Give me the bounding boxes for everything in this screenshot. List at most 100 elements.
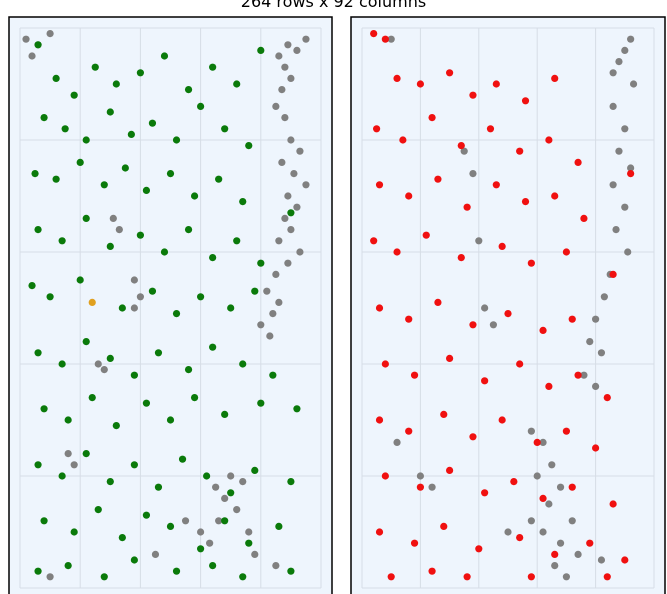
scatter-point bbox=[34, 349, 42, 357]
scatter-point bbox=[46, 30, 54, 38]
scatter-point bbox=[521, 97, 530, 105]
scatter-point bbox=[209, 343, 217, 351]
scatter-point bbox=[178, 455, 187, 463]
scatter-point bbox=[548, 461, 556, 469]
scatter-point bbox=[130, 304, 138, 312]
scatter-point bbox=[568, 517, 576, 525]
scatter-point bbox=[416, 80, 424, 88]
scatter-point bbox=[76, 158, 84, 166]
scatter-point bbox=[281, 63, 289, 71]
scatter-point bbox=[121, 164, 129, 172]
scatter-point bbox=[574, 371, 582, 379]
scatter-point bbox=[545, 382, 553, 390]
scatter-point bbox=[498, 242, 506, 250]
scatter-point bbox=[88, 298, 96, 306]
scatter-point bbox=[373, 125, 381, 133]
scatter-point bbox=[545, 136, 553, 144]
scatter-point bbox=[112, 80, 120, 88]
scatter-point bbox=[221, 125, 229, 133]
scatter-point bbox=[272, 562, 280, 570]
scatter-point bbox=[551, 550, 559, 559]
scatter-point bbox=[64, 450, 72, 458]
scatter-point bbox=[127, 130, 135, 138]
scatter-point bbox=[545, 500, 553, 508]
scatter-point bbox=[94, 506, 102, 514]
scatter-point bbox=[28, 52, 36, 60]
scatter-point bbox=[597, 349, 606, 357]
scatter-point bbox=[416, 483, 424, 491]
scatter-point bbox=[227, 489, 235, 497]
scatter-point bbox=[172, 136, 181, 144]
scatter-point bbox=[239, 360, 247, 368]
scatter-point bbox=[551, 192, 559, 200]
scatter-point bbox=[40, 405, 48, 413]
scatter-point bbox=[469, 91, 477, 99]
scatter-point bbox=[568, 483, 576, 491]
scatter-point bbox=[387, 573, 395, 581]
scatter-point bbox=[621, 125, 629, 133]
scatter-point bbox=[446, 354, 454, 362]
scatter-point bbox=[296, 147, 304, 155]
scatter-point bbox=[257, 259, 265, 267]
scatter-point bbox=[492, 181, 500, 189]
scatter-point bbox=[257, 46, 265, 54]
scatter-point bbox=[284, 192, 292, 200]
scatter-point bbox=[40, 517, 48, 525]
scatter-point bbox=[172, 567, 181, 575]
scatter-point bbox=[592, 315, 600, 323]
scatter-point bbox=[46, 573, 54, 581]
scatter-point bbox=[609, 500, 617, 508]
scatter-point bbox=[592, 444, 600, 452]
scatter-point bbox=[370, 30, 378, 38]
scatter-point bbox=[287, 478, 295, 486]
scatter-point bbox=[190, 192, 199, 200]
scatter-point bbox=[58, 472, 66, 480]
scatter-point bbox=[446, 466, 454, 474]
scatter-point bbox=[504, 528, 512, 536]
scatter-point bbox=[257, 399, 265, 407]
scatter-point bbox=[463, 573, 471, 581]
scatter-point bbox=[387, 35, 395, 43]
scatter-point bbox=[76, 276, 84, 284]
scatter-point bbox=[281, 214, 289, 222]
scatter-point bbox=[160, 52, 169, 60]
scatter-point bbox=[428, 483, 436, 491]
scatter-point bbox=[609, 270, 617, 278]
scatter-point bbox=[627, 170, 635, 178]
scatter-point bbox=[233, 506, 241, 514]
scatter-point bbox=[486, 125, 495, 133]
scatter-point bbox=[197, 545, 205, 553]
scatter-point bbox=[34, 41, 42, 49]
scatter-point bbox=[609, 69, 617, 77]
scatter-point bbox=[58, 237, 66, 245]
scatter-point bbox=[148, 119, 157, 127]
scatter-point bbox=[22, 35, 30, 43]
scatter-point bbox=[64, 562, 72, 570]
scatter-point bbox=[290, 170, 298, 178]
scatter-point bbox=[130, 276, 138, 284]
scatter-point bbox=[516, 360, 524, 368]
scatter-point bbox=[381, 472, 389, 480]
scatter-point bbox=[580, 371, 588, 379]
scatter-point bbox=[375, 416, 384, 424]
scatter-point bbox=[130, 371, 138, 379]
scatter-point bbox=[88, 394, 96, 402]
scatter-point bbox=[489, 321, 497, 329]
scatter-point bbox=[284, 41, 292, 49]
scatter-point bbox=[278, 158, 286, 166]
scatter-point bbox=[34, 461, 42, 469]
scatter-point bbox=[100, 366, 108, 374]
scatter-point bbox=[469, 170, 477, 178]
scatter-point bbox=[516, 534, 524, 542]
scatter-point bbox=[203, 472, 211, 480]
scatter-point bbox=[100, 573, 108, 581]
scatter-point bbox=[592, 382, 600, 390]
scatter-point bbox=[428, 567, 436, 575]
scatter-point bbox=[166, 416, 175, 424]
scatter-point bbox=[275, 522, 283, 530]
scatter-point bbox=[181, 517, 190, 525]
scatter-point bbox=[527, 517, 535, 525]
scatter-point bbox=[221, 494, 229, 502]
scatter-point bbox=[609, 102, 617, 110]
scatter-point bbox=[269, 371, 277, 379]
